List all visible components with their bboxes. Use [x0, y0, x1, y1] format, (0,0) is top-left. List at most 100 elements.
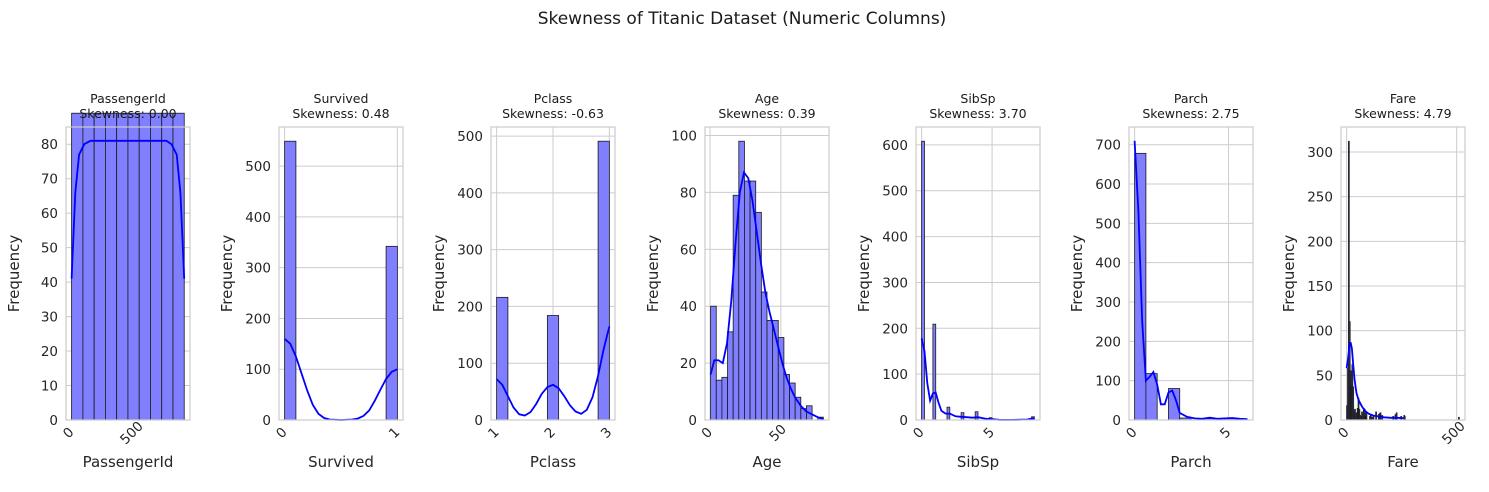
kde-line [495, 326, 611, 417]
kde-line [1345, 342, 1404, 420]
plot-frame [1128, 126, 1254, 421]
y-tick-label: 0 [1324, 413, 1333, 429]
histogram-bar [71, 112, 84, 421]
x-tick-label: 0 [1335, 424, 1352, 441]
x-tick-label: 0 [910, 424, 927, 441]
plot-frame [704, 126, 830, 421]
y-tick-label: 300 [457, 243, 483, 259]
y-tick-label: 10 [41, 379, 58, 395]
histogram-bar [385, 245, 398, 421]
histogram-bar [932, 323, 937, 421]
histogram-bar [1365, 412, 1368, 421]
y-axis-label: Frequency [1280, 235, 1298, 313]
y-tick-label: 70 [41, 172, 58, 188]
histogram-bar [546, 315, 560, 421]
histogram-bar [161, 112, 174, 421]
x-axis-label: Survived [308, 453, 374, 471]
subplot-title: PassengerId [90, 91, 166, 106]
kde-line [920, 338, 1035, 421]
plot-frame [915, 126, 1041, 421]
y-tick-label: 400 [882, 230, 908, 246]
y-tick-label: 400 [245, 210, 271, 226]
kde-line [284, 338, 398, 421]
subplot-skewness: Skewness: 0.39 [718, 106, 815, 121]
y-tick-label: 50 [41, 241, 58, 257]
y-tick-label: 600 [1095, 177, 1121, 193]
x-axis-label: Age [752, 453, 781, 471]
y-tick-label: 600 [882, 138, 908, 154]
y-tick-label: 200 [245, 311, 271, 327]
x-axis-label: Pclass [530, 453, 576, 471]
plot-frame [490, 126, 616, 421]
y-tick-label: 100 [882, 367, 908, 383]
x-tick-label: 1 [386, 424, 403, 441]
y-tick-label: 20 [680, 356, 697, 372]
y-tick-label: 300 [1095, 295, 1121, 311]
x-axis-label: SibSp [957, 453, 999, 471]
y-axis-label: Frequency [218, 235, 236, 313]
x-tick-label: 0 [699, 424, 716, 441]
y-tick-label: 700 [1095, 138, 1121, 154]
x-tick-label: 500 [1439, 418, 1469, 448]
subplot-title: SibSp [960, 91, 995, 106]
subplot-skewness: Skewness: 4.79 [1354, 106, 1451, 121]
y-tick-label: 0 [1112, 413, 1121, 429]
y-tick-label: 80 [41, 137, 58, 153]
subplot-title: Fare [1390, 91, 1417, 106]
y-tick-label: 400 [1095, 256, 1121, 272]
x-axis-label: Fare [1387, 453, 1419, 471]
kde-line [1133, 140, 1248, 421]
y-tick-label: 100 [671, 129, 697, 145]
subplot-skewness: Skewness: 3.70 [929, 106, 1026, 121]
x-tick-label: 3 [598, 424, 615, 441]
y-tick-label: 0 [474, 413, 483, 429]
plot-frame [1340, 126, 1466, 421]
figure-suptitle: Skewness of Titanic Dataset (Numeric Col… [538, 9, 947, 29]
y-tick-label: 20 [41, 344, 58, 360]
y-axis-label: Frequency [855, 235, 873, 313]
histogram-bar [284, 140, 297, 421]
histogram-bar [82, 112, 95, 421]
y-tick-label: 0 [899, 413, 908, 429]
histogram-bar [721, 376, 728, 421]
x-tick-label: 5 [1217, 424, 1234, 441]
y-tick-label: 30 [41, 310, 58, 326]
y-tick-label: 100 [457, 356, 483, 372]
y-tick-label: 80 [680, 185, 697, 201]
subplot-title: Pclass [534, 91, 573, 106]
x-tick-label: 0 [273, 424, 290, 441]
subplot-title: Survived [314, 91, 369, 106]
y-tick-label: 300 [1307, 145, 1333, 161]
y-tick-label: 500 [882, 184, 908, 200]
x-tick-label: 2 [541, 424, 558, 441]
histogram-bar [597, 140, 610, 421]
histogram-bar [1395, 412, 1398, 421]
histogram-bar [766, 320, 774, 421]
kde-line [709, 170, 824, 420]
y-tick-label: 0 [49, 413, 58, 429]
y-tick-label: 50 [1316, 368, 1333, 384]
y-tick-label: 100 [245, 362, 271, 378]
histogram-bar [496, 296, 509, 421]
y-tick-label: 0 [262, 413, 271, 429]
subplot-skewness: Skewness: -0.63 [502, 106, 604, 121]
histogram-bar [150, 112, 163, 421]
x-tick-label: 50 [766, 421, 789, 444]
y-axis-label: Frequency [5, 235, 23, 313]
histogram-bar [760, 291, 768, 421]
y-tick-label: 500 [457, 129, 483, 145]
x-tick-label: 0 [60, 424, 77, 441]
y-tick-label: 60 [41, 206, 58, 222]
y-tick-label: 0 [688, 413, 697, 429]
histogram-bar [172, 112, 185, 421]
y-tick-label: 400 [457, 186, 483, 202]
y-tick-label: 300 [245, 261, 271, 277]
y-tick-label: 200 [1095, 334, 1121, 350]
histogram-bar [138, 112, 151, 421]
histogram-bar [974, 411, 979, 421]
